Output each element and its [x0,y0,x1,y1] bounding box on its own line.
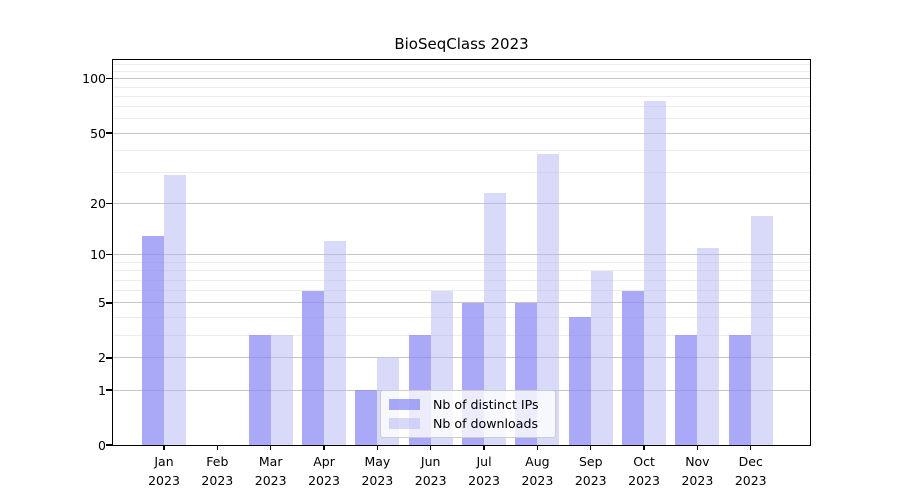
y-tick-label: 5 [98,295,106,311]
x-tick-label: Mar 2023 [254,454,287,488]
minor-gridline [113,63,810,65]
x-tick-mark [590,446,592,450]
major-gridline [113,254,810,256]
chart-title: BioSeqClass 2023 [394,35,529,53]
x-tick-mark [323,446,325,450]
y-tick-label: 1 [98,382,106,398]
y-tick-mark [106,357,112,359]
minor-gridline [113,279,810,281]
minor-gridline [113,316,810,318]
minor-gridline [113,95,810,97]
legend-label: Nb of distinct IPs [433,397,539,412]
y-tick-label: 20 [90,195,106,211]
bar-distinct-ips [142,235,164,445]
x-tick-mark [750,446,752,450]
minor-gridline [113,270,810,272]
x-tick-label: Feb 2023 [201,454,234,488]
y-tick-mark [106,132,112,134]
x-tick-mark [643,446,645,450]
bar-distinct-ips [355,390,378,445]
bar-distinct-ips [622,290,645,445]
x-tick-label: Apr 2023 [308,454,340,488]
y-tick-label: 50 [90,125,106,141]
minor-gridline [113,172,810,174]
bar-downloads [644,101,667,445]
bar-distinct-ips [248,335,271,445]
x-tick-label: Dec 2023 [734,454,767,488]
minor-gridline [113,261,810,263]
y-tick-label: 10 [90,247,106,263]
minor-gridline [113,334,810,336]
x-tick-mark [163,446,165,450]
major-gridline [113,78,810,80]
x-tick-mark [216,446,219,450]
bar-downloads [484,192,507,445]
x-tick-mark [483,446,485,450]
y-tick-mark [106,202,112,205]
x-tick-mark [269,446,272,450]
x-tick-mark [430,446,432,450]
legend-entry: Nb of distinct IPs [389,397,539,412]
y-tick-mark [106,254,112,256]
minor-gridline [113,70,810,72]
y-tick-label: 0 [98,437,106,453]
bar-distinct-ips [675,335,698,445]
bar-downloads [537,154,560,445]
x-tick-label: Sep 2023 [574,454,607,488]
minor-gridline [113,149,810,151]
bar-distinct-ips [302,290,325,445]
legend-swatch-distinct-ips [389,399,420,410]
major-gridline [113,132,810,134]
y-tick-mark [106,302,112,304]
bar-downloads [324,241,347,445]
major-gridline [113,302,810,304]
bar-downloads [697,247,720,445]
x-tick-mark [376,446,379,450]
plot-area [112,59,811,446]
minor-gridline [113,86,810,88]
x-tick-label: Nov 2023 [681,454,714,488]
minor-gridline [113,290,810,292]
bar-distinct-ips [568,317,591,445]
legend-entry: Nb of downloads [389,416,539,431]
major-gridline [113,202,810,204]
bar-downloads [164,175,186,445]
minor-gridline [113,106,810,108]
minor-gridline [113,118,810,120]
x-tick-label: May 2023 [361,454,394,488]
x-tick-label: Jan 2023 [148,454,180,488]
x-tick-mark [536,446,539,450]
y-tick-mark [106,444,112,446]
x-tick-label: Oct 2023 [628,454,660,488]
legend: Nb of distinct IPs Nb of downloads [380,390,556,438]
y-tick-label: 2 [98,350,106,366]
bar-downloads [270,335,293,445]
x-tick-label: Jul 2023 [468,454,500,488]
legend-label: Nb of downloads [433,416,539,431]
bar-distinct-ips [728,335,751,445]
y-tick-mark [106,389,112,391]
bar-downloads [750,215,773,445]
x-tick-label: Aug 2023 [521,454,554,488]
x-tick-mark [696,446,699,450]
legend-swatch-downloads [389,418,420,429]
major-gridline [113,357,810,359]
x-tick-label: Jun 2023 [414,454,447,488]
bar-downloads [590,270,613,445]
y-tick-label: 100 [82,71,106,87]
y-tick-mark [106,78,112,80]
